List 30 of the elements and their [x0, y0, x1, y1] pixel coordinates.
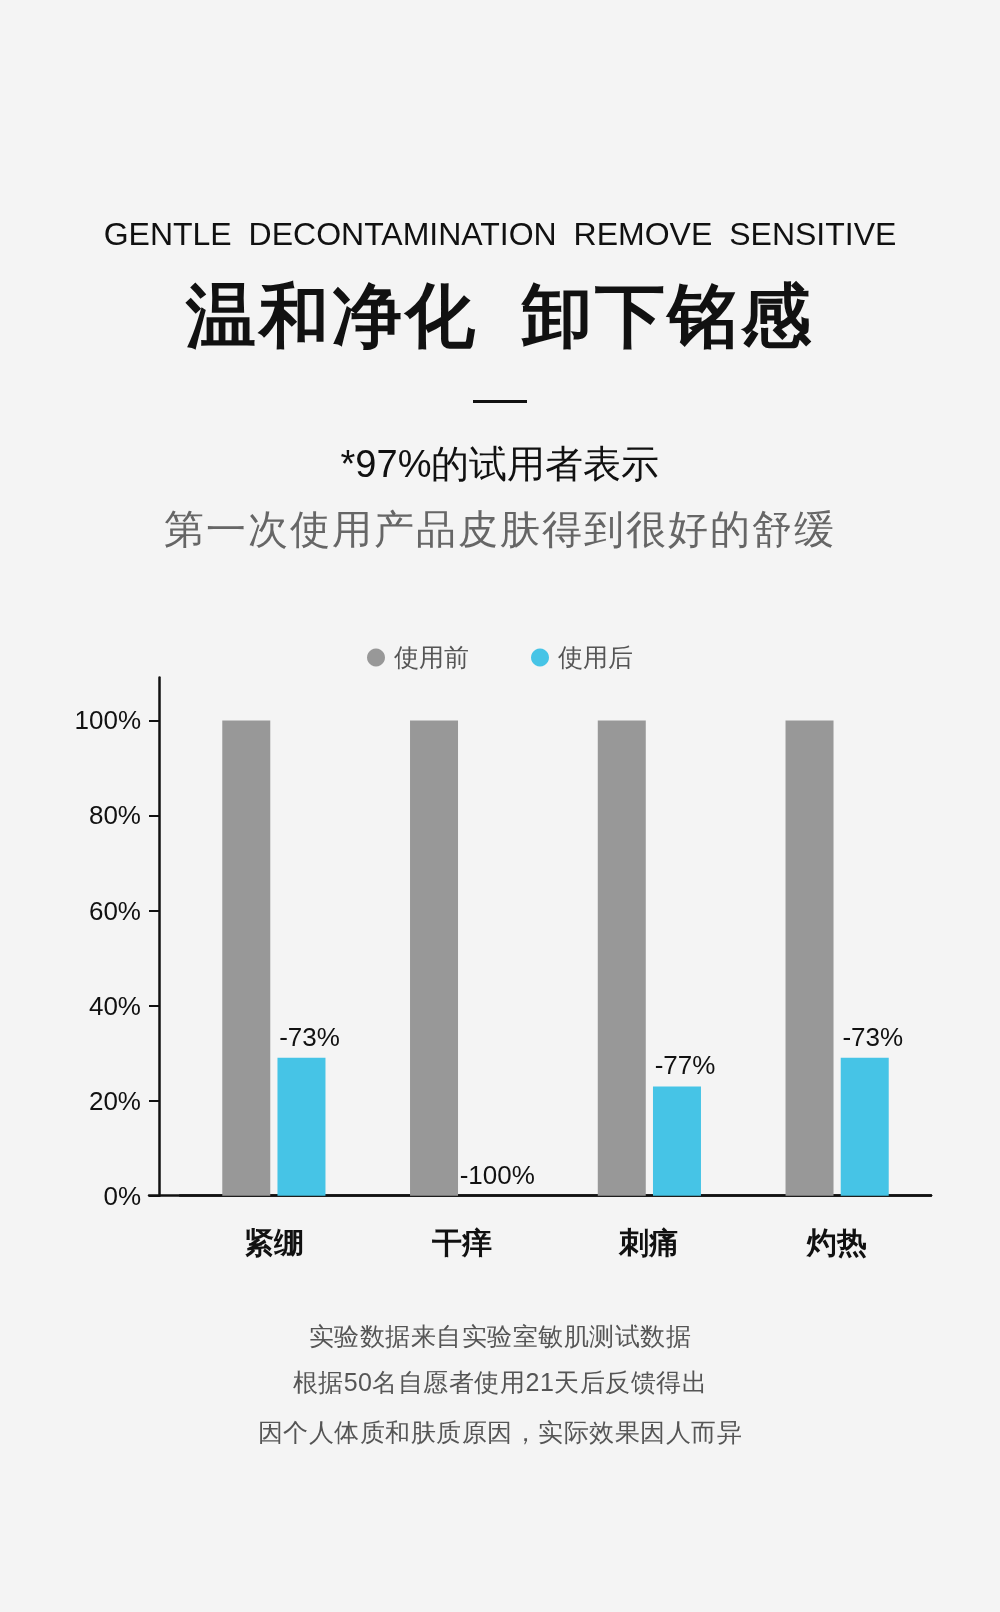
y-tick-label: 100% [74, 705, 141, 736]
bar [410, 720, 459, 1196]
bar [597, 720, 646, 1196]
annotation: -73% [279, 1021, 340, 1052]
bar [277, 1057, 326, 1196]
bar [840, 1057, 889, 1196]
text: 因个人体质和肤质原因，实际效果因人而异 [256, 1417, 744, 1447]
chart-title: 温和净化 卸下铭感 [184, 276, 816, 357]
x-tick-label: 灼热 [806, 1225, 868, 1261]
x-tick-label: 干痒 [430, 1225, 492, 1261]
legend-label: 使用后 [558, 643, 633, 672]
annotation: -100% [459, 1159, 535, 1190]
x-tick-label: 紧绷 [243, 1225, 304, 1261]
x-tick-label: 刺痛 [618, 1225, 680, 1261]
y-tick-label: 20% [88, 1085, 141, 1116]
annotation: -77% [654, 1050, 716, 1081]
y-tick-label: 40% [88, 990, 141, 1021]
annotation: -73% [842, 1021, 904, 1052]
text: 第一次使用产品皮肤得到很好的舒缓 [163, 506, 837, 553]
legend-label: 使用前 [394, 643, 469, 672]
text: 根据50名自愿者使用21天后反馈得出 [291, 1367, 709, 1397]
y-tick-label: 0% [103, 1180, 141, 1211]
y-tick-label: 60% [88, 895, 141, 926]
bar [652, 1086, 701, 1196]
text: *97%的试用者表示 [339, 442, 661, 488]
bar [785, 720, 834, 1196]
bar [222, 720, 271, 1196]
y-tick-label: 80% [88, 800, 141, 831]
text: 实验数据来自实验室敏肌测试数据 [307, 1321, 693, 1351]
chart-subtitle: GENTLE DECONTAMINATION REMOVE SENSITIVE [102, 214, 898, 254]
